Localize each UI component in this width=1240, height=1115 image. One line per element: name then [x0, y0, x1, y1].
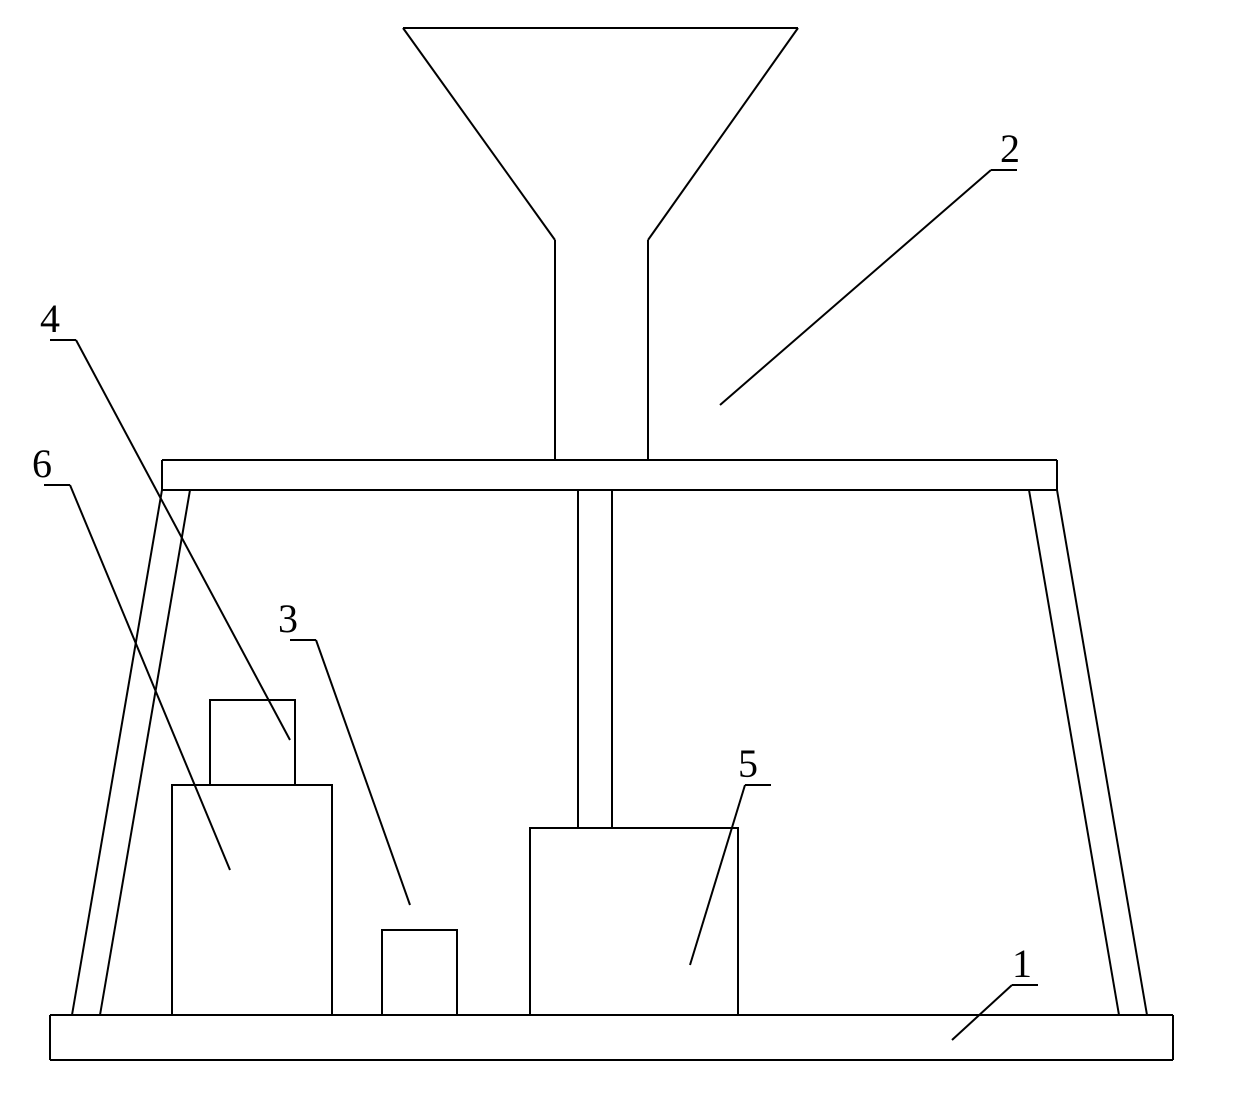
base-tray: [50, 1015, 1173, 1060]
block-5: [530, 828, 738, 1015]
outline-group: [44, 28, 1173, 1060]
label-6: 6: [32, 440, 52, 487]
label-3: 3: [278, 595, 298, 642]
diagram-canvas: [0, 0, 1240, 1115]
funnel-shape: [403, 28, 798, 460]
inner-stem: [578, 490, 612, 828]
label-4: 4: [40, 295, 60, 342]
label-1: 1: [1012, 940, 1032, 987]
label-5: 5: [738, 740, 758, 787]
block-3: [382, 930, 457, 1015]
right-slant: [1029, 490, 1147, 1015]
upper-frame: [162, 460, 1057, 490]
label-2: 2: [1000, 125, 1020, 172]
block-6-small: [210, 700, 295, 785]
block-6-large: [172, 785, 332, 1015]
leader-lines: [44, 170, 1038, 1040]
